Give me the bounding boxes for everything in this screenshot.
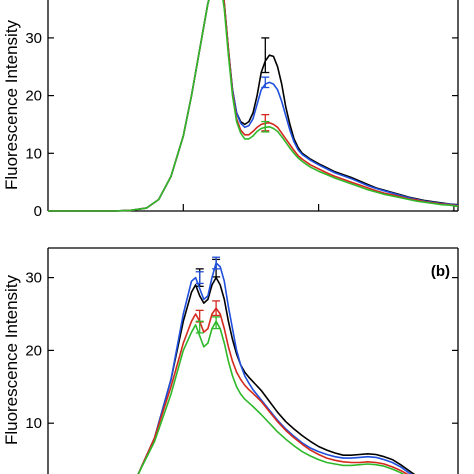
panel-a-ylabel: Fluorescence Intensity	[2, 19, 21, 190]
panel-a-series	[48, 0, 459, 212]
panel-b-series	[137, 256, 416, 474]
y-tick-label: 10	[25, 145, 42, 162]
series-line-0	[48, 0, 459, 212]
series-line-2	[137, 307, 409, 474]
y-tick-label: 20	[25, 342, 42, 359]
panel-a-ticks: 0 10 20 30	[25, 30, 458, 220]
series-line-2	[48, 0, 459, 212]
y-tick-label: 30	[25, 30, 42, 47]
panel-b-ylabel: Fluorescence Intensity	[2, 274, 21, 445]
panel-b-ticks: 10 20 30	[25, 270, 458, 432]
series-line-1	[48, 0, 459, 212]
panel-b: 10 20 30 Fluorescence Intensity (b)	[2, 247, 459, 474]
y-tick-label: 0	[34, 203, 42, 220]
series-line-3	[137, 320, 405, 474]
y-tick-label: 30	[25, 270, 42, 287]
panel-b-tag: (b)	[431, 263, 450, 280]
y-tick-label: 20	[25, 88, 42, 105]
y-tick-label: 10	[25, 415, 42, 432]
series-line-1	[137, 262, 413, 474]
panel-a: 0 10 20 30 Fluorescence Intensity	[2, 0, 459, 220]
series-line-3	[48, 0, 459, 212]
series-line-0	[137, 276, 416, 474]
